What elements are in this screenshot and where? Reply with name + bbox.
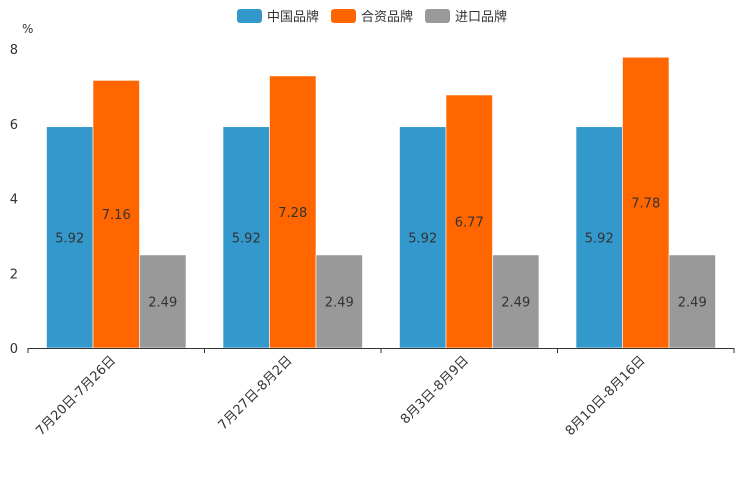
legend-swatch	[331, 9, 356, 23]
bar-value-label: 7.28	[278, 206, 307, 221]
legend-item[interactable]: 合资品牌	[331, 9, 413, 25]
bar-value-label: 2.49	[501, 295, 530, 310]
bars	[46, 56, 716, 349]
bar	[668, 254, 716, 349]
bar-value-label: 7.78	[631, 197, 660, 212]
y-tick-label: 8	[10, 43, 18, 58]
bar-value-label: 2.49	[325, 295, 354, 310]
x-tick-label: 8月3日-8月9日	[398, 353, 472, 427]
x-tick-label: 8月10日-8月16日	[563, 353, 649, 439]
bar	[315, 254, 363, 349]
bar-value-label: 5.92	[585, 231, 614, 246]
bar-value-label: 5.92	[55, 231, 84, 246]
bar	[622, 56, 670, 349]
y-axis: 0 2 4 6 8	[10, 43, 18, 357]
legend-item[interactable]: 中国品牌	[237, 9, 319, 25]
bar-value-label: 2.49	[148, 295, 177, 310]
bar	[575, 126, 623, 349]
y-axis-unit-label: %	[22, 22, 33, 36]
legend-label: 中国品牌	[267, 9, 319, 25]
bar-value-label: 7.16	[102, 208, 131, 223]
y-tick-label: 6	[10, 118, 18, 133]
bar-value-label: 5.92	[408, 231, 437, 246]
bar-value-label: 5.92	[232, 231, 261, 246]
y-tick-label: 2	[10, 267, 18, 282]
legend-item[interactable]: 进口品牌	[425, 9, 507, 25]
y-tick-label: 4	[10, 193, 18, 208]
bar	[92, 80, 140, 349]
y-tick-label: 0	[10, 342, 18, 357]
legend-swatch	[237, 9, 262, 23]
x-axis: 7月20日-7月26日 7月27日-8月2日 8月3日-8月9日 8月10日-8月16…	[27, 348, 735, 439]
x-tick-label: 7月27日-8月2日	[216, 353, 296, 433]
bar	[399, 126, 447, 349]
legend-label: 进口品牌	[455, 9, 507, 25]
legend: 中国品牌 合资品牌 进口品牌	[237, 9, 507, 25]
legend-label: 合资品牌	[361, 9, 413, 25]
bar	[46, 126, 94, 349]
data-labels: 5.92 5.92 5.92 5.92 7.16 7.28 6.77 7.78 2.49 2.49…	[55, 197, 706, 311]
x-tick-label: 7月20日-7月26日	[33, 353, 119, 439]
bar	[492, 254, 540, 349]
legend-swatch	[425, 9, 450, 23]
bar	[222, 126, 270, 349]
bar-value-label: 6.77	[455, 215, 484, 230]
bar-value-label: 2.49	[678, 295, 707, 310]
bar	[269, 75, 317, 349]
